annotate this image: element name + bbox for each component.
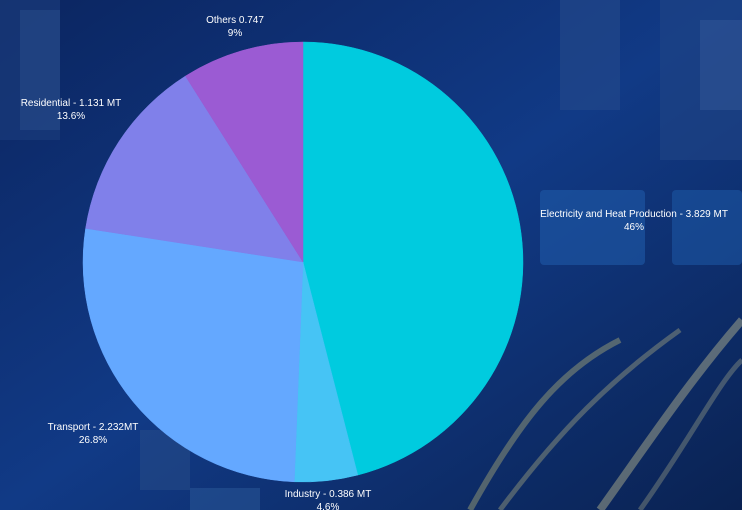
slice-percent-label: 4.6%	[317, 502, 340, 510]
pie-labels: Electricity and Heat Production - 3.829 …	[21, 15, 728, 510]
pie-slices	[82, 41, 524, 483]
pie-slice-others	[185, 41, 304, 263]
slice-label: Electricity and Heat Production - 3.829 …	[540, 209, 728, 220]
slice-percent-label: 13.6%	[57, 111, 85, 122]
slice-percent-label: 26.8%	[79, 435, 107, 446]
slice-label: Transport - 2.232MT	[48, 422, 139, 433]
pie-slice-electricity-and-heat-production	[302, 41, 524, 476]
slice-percent-label: 9%	[228, 28, 243, 39]
pie-slice-transport	[82, 228, 304, 483]
slice-percent-label: 46%	[624, 222, 644, 233]
pie-slice-residential	[85, 75, 304, 263]
slice-label: Residential - 1.131 MT	[21, 98, 122, 109]
slice-label: Industry - 0.386 MT	[285, 489, 372, 500]
slice-label: Others 0.747	[206, 15, 264, 26]
